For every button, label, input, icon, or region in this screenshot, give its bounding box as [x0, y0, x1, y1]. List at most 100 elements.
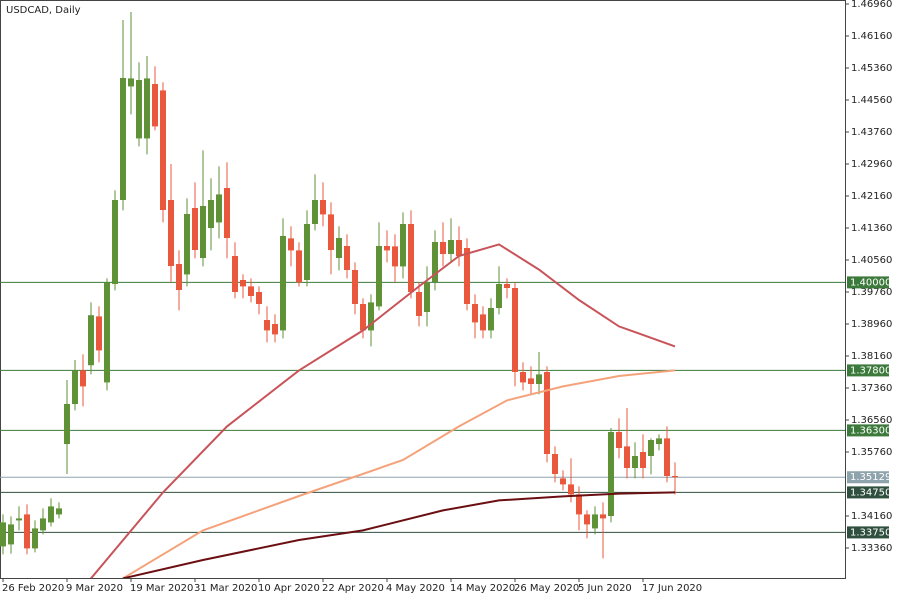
y-tick-label: 1.38960 — [851, 319, 892, 330]
candle-body — [640, 452, 646, 468]
candle-body — [24, 514, 30, 549]
candle-body — [128, 78, 134, 87]
x-tick-label: 26 Feb 2020 — [2, 583, 64, 594]
candle-body — [56, 508, 62, 515]
candle-body — [184, 214, 190, 275]
candle-body — [584, 514, 590, 525]
candle-body — [400, 224, 406, 267]
level-label: 1.40000 — [850, 277, 891, 288]
x-tick-label: 19 Mar 2020 — [130, 583, 193, 594]
x-tick-label: 10 Apr 2020 — [258, 583, 320, 594]
candle-body — [344, 246, 350, 270]
candle-body — [224, 188, 230, 238]
candle-body — [592, 514, 598, 529]
y-tick-label: 1.42160 — [851, 191, 892, 202]
candle-body — [136, 80, 142, 139]
plot-frame — [0, 0, 846, 579]
candle-body — [264, 320, 270, 331]
candle-body — [464, 248, 470, 304]
x-tick-label: 14 May 2020 — [450, 583, 515, 594]
candle-body — [304, 224, 310, 280]
candle-body — [96, 316, 102, 351]
level-label: 1.33750 — [850, 527, 891, 538]
candle-body — [208, 200, 214, 228]
candle-body — [16, 518, 22, 521]
candle-body — [352, 270, 358, 304]
moving-average — [90, 243, 676, 578]
candle-body — [152, 84, 158, 127]
candle-body — [552, 454, 558, 474]
candle-body — [248, 286, 254, 296]
x-tick-label: 26 May 2020 — [514, 583, 579, 594]
candle-body — [472, 304, 478, 323]
y-tick-label: 1.41360 — [851, 223, 892, 234]
candle-body — [424, 282, 430, 312]
candle-body — [480, 314, 486, 331]
candle-body — [240, 280, 246, 287]
candle-body — [80, 370, 86, 387]
candle-body — [192, 208, 198, 250]
x-tick-label: 17 Jun 2020 — [642, 583, 702, 594]
candle-body — [408, 224, 414, 292]
candle-body — [328, 214, 334, 250]
candle-body — [576, 494, 582, 515]
candle-body — [384, 246, 390, 251]
y-tick-label: 1.36560 — [851, 415, 892, 426]
candle-body — [176, 264, 182, 290]
candle-body — [256, 292, 262, 304]
level-label: 1.35129 — [850, 472, 891, 483]
candle-body — [104, 282, 110, 383]
candle-body — [608, 432, 614, 516]
y-tick-label: 1.45360 — [851, 63, 892, 74]
axes: 1.46960 1.46160 1.45360 1.44560 1.43760 1.429… — [2, 0, 892, 594]
candle-body — [672, 476, 678, 478]
x-tick-label: 9 Mar 2020 — [66, 583, 123, 594]
y-tick-label: 1.42960 — [851, 159, 892, 170]
moving-average — [122, 491, 676, 578]
moving-average — [122, 369, 676, 578]
candle-body — [32, 528, 38, 549]
y-tick-label: 1.39760 — [851, 287, 892, 298]
y-tick-label: 1.38160 — [851, 351, 892, 362]
y-tick-label: 1.44560 — [851, 95, 892, 106]
level-label: 1.36300 — [850, 425, 891, 436]
candle-body — [488, 308, 494, 331]
candle-body — [88, 315, 94, 366]
x-tick-label: 31 Mar 2020 — [194, 583, 257, 594]
candle-body — [504, 284, 510, 288]
candle-body — [432, 242, 438, 282]
candle-body — [624, 446, 630, 468]
candle-body — [336, 238, 342, 258]
y-tick-label: 1.34160 — [851, 511, 892, 522]
y-tick-label: 1.46960 — [851, 0, 892, 10]
y-tick-label: 1.40560 — [851, 255, 892, 266]
y-tick-label: 1.33360 — [851, 543, 892, 554]
candle-body — [456, 240, 462, 256]
candle-body — [0, 522, 6, 547]
level-tag — [847, 364, 889, 377]
candle-body — [168, 200, 174, 266]
candle-body — [392, 246, 398, 267]
candle-body — [496, 284, 502, 308]
level-tag — [847, 526, 889, 539]
candle-body — [648, 440, 654, 456]
candle-body — [312, 200, 318, 224]
chart-title: USDCAD, Daily — [6, 5, 81, 16]
candle-body — [64, 404, 70, 444]
candle-body — [560, 478, 566, 485]
candle-body — [360, 304, 366, 331]
y-tick-label: 1.35760 — [851, 447, 892, 458]
candle-body — [8, 524, 14, 545]
candle-body — [536, 374, 542, 384]
level-label: 1.37800 — [850, 365, 891, 376]
candle-body — [368, 302, 374, 331]
candle-body — [600, 514, 606, 519]
x-tick-label: 4 May 2020 — [386, 583, 445, 594]
candle-body — [200, 206, 206, 258]
y-tick-label: 1.43760 — [851, 127, 892, 138]
candle-body — [160, 90, 166, 210]
level-tag — [847, 486, 889, 499]
candle-body — [544, 372, 550, 454]
candle-body — [280, 236, 286, 331]
